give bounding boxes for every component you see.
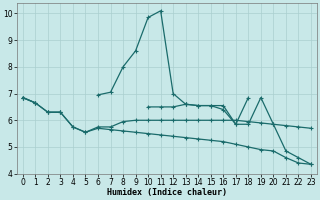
X-axis label: Humidex (Indice chaleur): Humidex (Indice chaleur) (107, 188, 227, 197)
